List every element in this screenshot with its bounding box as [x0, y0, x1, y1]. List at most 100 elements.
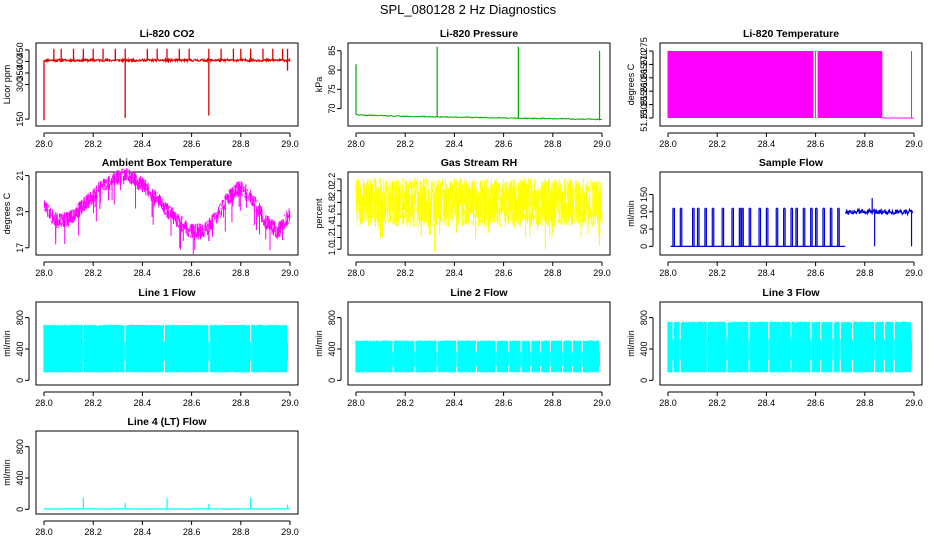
panel-title: Line 3 Flow: [762, 287, 820, 299]
x-tick-label: 28.8: [856, 398, 874, 408]
y-tick-label: 1.0: [327, 243, 337, 256]
x-tick-label: 28.4: [446, 398, 464, 408]
x-tick-label: 28.8: [544, 139, 562, 149]
x-tick-label: 28.6: [495, 268, 513, 278]
panel-title: Line 1 Flow: [138, 287, 196, 299]
y-tick-label: 400: [639, 341, 649, 356]
y-tick-label: 19: [15, 207, 25, 217]
chart-line4: 28.0 28.2 28.4 28.6 28.8 29.0 0 400 800 Line 4 (L…: [2, 416, 299, 537]
plot-frame: [347, 301, 611, 386]
y-tick-label: 450: [15, 42, 25, 57]
y-axis-label: ml/min: [314, 330, 324, 357]
y-tick-label: 17: [15, 243, 25, 253]
panel-title: Ambient Box Temperature: [102, 157, 233, 169]
panel-title: Sample Flow: [759, 157, 824, 169]
y-tick-label: 51.250: [639, 104, 649, 132]
x-tick-label: 28.2: [708, 398, 726, 408]
chart-co2: 28.0 28.2 28.4 28.6 28.8 29.0150300350400450L…: [2, 28, 299, 149]
x-tick-label: 28.8: [856, 139, 874, 149]
x-tick-label: 28.0: [35, 139, 53, 149]
panel-title: Li-820 CO2: [140, 28, 195, 40]
y-tick-label: 51.275: [639, 37, 649, 65]
plot-frame: [659, 42, 923, 127]
x-tick-label: 29.0: [281, 527, 299, 537]
y-tick-label: 100: [639, 204, 649, 219]
x-tick-label: 28.6: [183, 398, 201, 408]
x-tick-label: 28.6: [495, 139, 513, 149]
figure-title: SPL_080128 2 Hz Diagnostics: [380, 2, 557, 17]
y-tick-label: 21: [15, 171, 25, 181]
y-tick-label: 150: [15, 112, 25, 127]
x-tick-label: 28.2: [84, 139, 102, 149]
y-axis-label: ml/min: [2, 459, 12, 486]
x-tick-label: 28.6: [495, 398, 513, 408]
y-tick-label: 70: [327, 104, 337, 114]
plot-frame: [347, 171, 611, 256]
y-tick-label: 51.265: [639, 64, 649, 92]
x-tick-label: 28.8: [232, 139, 250, 149]
x-tick-label: 28.2: [84, 268, 102, 278]
x-tick-label: 28.6: [183, 527, 201, 537]
x-tick-label: 28.6: [807, 139, 825, 149]
y-tick-label: 800: [327, 310, 337, 325]
x-tick-label: 28.4: [758, 398, 776, 408]
sample-steady: [845, 207, 914, 217]
sample-marks: [670, 197, 914, 247]
x-tick-label: 28.2: [708, 139, 726, 149]
panel-title: Gas Stream RH: [441, 157, 517, 169]
y-tick-label: 85: [327, 46, 337, 56]
y-tick-label: 800: [639, 310, 649, 325]
chart-line3: 28.0 28.2 28.4 28.6 28.8 29.0 0 400 800 Line 3 Fl…: [626, 287, 923, 408]
chart-sample: 28.0 28.2 28.4 28.6 28.8 29.0 0 50 100 150 Sample …: [626, 157, 923, 278]
x-tick-label: 29.0: [905, 139, 923, 149]
line4-marks: [44, 497, 290, 510]
chart-rh: 28.0 28.2 28.4 28.6 28.8 29.01.01.21.41.61.82…: [314, 157, 611, 278]
line2-marks: [355, 340, 601, 373]
x-tick-label: 29.0: [281, 398, 299, 408]
x-tick-label: 28.2: [708, 268, 726, 278]
x-tick-label: 28.8: [232, 268, 250, 278]
chart-temperature: 28.0 28.2 28.4 28.6 28.8 29.051.25051.25551.2…: [626, 28, 923, 149]
x-tick-label: 28.2: [396, 398, 414, 408]
x-tick-label: 29.0: [593, 268, 611, 278]
y-tick-label: 2.2: [327, 173, 337, 186]
y-tick-label: 400: [15, 341, 25, 356]
x-tick-label: 28.0: [659, 268, 677, 278]
x-tick-label: 28.4: [758, 139, 776, 149]
x-tick-label: 28.0: [659, 139, 677, 149]
chart-line1: 28.0 28.2 28.4 28.6 28.8 29.0 0 400 800 Line 1 Fl…: [2, 287, 299, 408]
panel-title: Line 2 Flow: [450, 287, 508, 299]
panel-title: Line 4 (LT) Flow: [127, 416, 207, 428]
y-tick-label: 400: [327, 341, 337, 356]
plot-frame: [35, 42, 299, 127]
y-tick-label: 0: [15, 507, 25, 512]
x-tick-label: 28.8: [232, 527, 250, 537]
y-tick-label: 1.2: [327, 231, 337, 244]
x-tick-label: 28.4: [134, 398, 152, 408]
x-tick-label: 28.4: [134, 527, 152, 537]
x-tick-label: 28.2: [396, 268, 414, 278]
x-tick-label: 28.0: [35, 527, 53, 537]
y-tick-label: 75: [327, 84, 337, 94]
y-tick-label: 350: [15, 65, 25, 80]
x-tick-label: 28.2: [396, 139, 414, 149]
ambient-marks: [43, 168, 291, 255]
x-tick-label: 28.8: [544, 268, 562, 278]
x-tick-label: 29.0: [905, 398, 923, 408]
x-tick-label: 29.0: [281, 139, 299, 149]
x-tick-label: 28.6: [807, 398, 825, 408]
y-tick-label: 1.6: [327, 208, 337, 221]
y-axis-label: kPa: [314, 77, 324, 93]
y-axis-label: percent: [314, 198, 324, 229]
y-tick-label: 800: [15, 439, 25, 454]
y-tick-label: 1.4: [327, 220, 337, 233]
plot-frame: [659, 301, 923, 386]
y-tick-label: 51.270: [639, 51, 649, 79]
chart-ambient: 28.0 28.2 28.4 28.6 28.8 29.0 17 19 21 Ambient Bo…: [2, 157, 299, 278]
x-tick-label: 28.4: [134, 139, 152, 149]
x-tick-label: 28.4: [446, 268, 464, 278]
x-tick-label: 29.0: [593, 398, 611, 408]
plot-frame: [35, 430, 299, 515]
y-tick-label: 2.0: [327, 184, 337, 197]
